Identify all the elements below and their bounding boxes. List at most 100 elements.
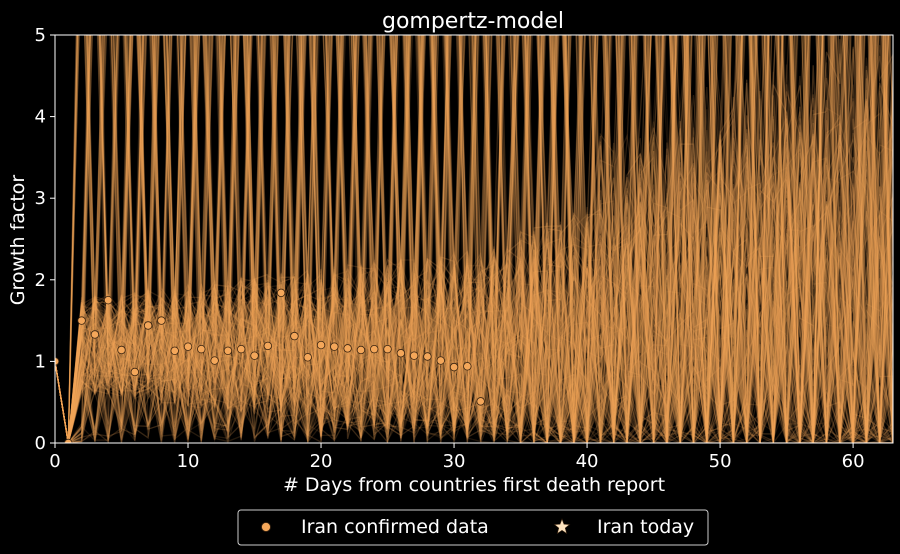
model-line xyxy=(55,35,893,443)
model-line xyxy=(55,35,893,443)
model-line xyxy=(55,35,890,443)
data-point xyxy=(330,342,339,351)
model-line xyxy=(55,35,893,443)
model-line xyxy=(55,35,893,443)
model-line xyxy=(55,35,893,443)
data-point xyxy=(356,345,366,355)
data-point xyxy=(157,316,166,325)
data-point xyxy=(396,349,406,358)
plot-frame xyxy=(54,34,894,444)
model-line xyxy=(55,35,893,443)
model-line xyxy=(55,35,893,443)
model-line xyxy=(55,35,893,443)
model-line xyxy=(55,35,893,443)
data-point xyxy=(170,346,179,355)
data-point xyxy=(290,331,299,341)
model-line xyxy=(55,35,893,443)
model-line xyxy=(55,35,893,443)
data-point xyxy=(276,288,286,298)
model-line xyxy=(55,35,890,443)
model-line xyxy=(55,35,893,443)
data-point xyxy=(197,344,206,354)
model-line xyxy=(55,35,893,443)
model-line xyxy=(55,35,872,443)
model-line xyxy=(55,35,893,443)
model-line xyxy=(55,35,893,443)
y-tick-label: 5 xyxy=(35,25,46,46)
x-tick-label: 40 xyxy=(576,451,599,472)
model-line xyxy=(55,35,893,443)
model-line xyxy=(55,35,893,443)
model-line xyxy=(55,35,893,443)
model-line xyxy=(55,35,893,443)
y-tick-label: 3 xyxy=(35,188,46,209)
data-point xyxy=(77,316,86,325)
model-line xyxy=(55,35,893,443)
model-line xyxy=(55,35,893,443)
data-point xyxy=(237,344,246,354)
model-line xyxy=(55,35,893,443)
model-line xyxy=(55,35,893,443)
chart-title: gompertz-model xyxy=(382,9,564,34)
model-line xyxy=(55,35,893,443)
model-line xyxy=(55,35,893,443)
data-point xyxy=(476,397,485,406)
model-line xyxy=(55,35,889,443)
data-point xyxy=(223,346,233,355)
model-line xyxy=(55,35,893,443)
data-point xyxy=(183,342,193,351)
model-line xyxy=(55,35,879,443)
model-line xyxy=(55,35,887,443)
model-line xyxy=(55,35,893,443)
model-line xyxy=(55,35,893,443)
model-line xyxy=(55,35,893,443)
model-simulation-lines xyxy=(55,35,893,443)
model-line xyxy=(55,35,893,443)
model-line xyxy=(55,35,893,443)
model-line xyxy=(55,35,893,443)
model-line xyxy=(55,35,893,443)
model-line xyxy=(55,35,893,443)
model-line xyxy=(55,35,889,443)
legend-label-confirmed: Iran confirmed data xyxy=(301,516,489,538)
model-line xyxy=(55,35,893,443)
data-point xyxy=(250,351,259,360)
model-line xyxy=(55,35,893,443)
model-line xyxy=(55,35,893,443)
model-line xyxy=(55,35,893,443)
data-point xyxy=(449,362,459,372)
model-line xyxy=(55,35,893,443)
model-line xyxy=(55,35,893,443)
model-line xyxy=(55,35,887,443)
data-point xyxy=(436,356,445,365)
model-line xyxy=(55,35,889,443)
y-tick-label: 0 xyxy=(35,433,46,454)
model-line xyxy=(55,35,893,443)
model-line xyxy=(55,35,893,443)
data-point xyxy=(463,362,472,371)
model-line xyxy=(55,35,893,443)
model-line xyxy=(55,35,893,443)
model-line xyxy=(55,35,893,443)
model-line xyxy=(55,35,893,443)
model-line xyxy=(55,35,893,443)
model-line xyxy=(55,35,893,443)
model-line xyxy=(55,35,893,443)
model-line xyxy=(55,35,893,443)
model-line xyxy=(55,35,893,443)
model-line xyxy=(55,35,893,443)
model-line xyxy=(55,35,893,443)
model-line xyxy=(55,35,893,443)
model-line xyxy=(55,35,893,443)
model-line xyxy=(55,35,893,443)
data-point xyxy=(370,344,379,354)
model-line xyxy=(55,35,893,443)
model-line xyxy=(55,35,893,443)
model-line xyxy=(55,35,893,443)
model-line xyxy=(55,35,893,443)
model-line xyxy=(55,35,886,443)
model-line xyxy=(55,35,893,443)
model-line xyxy=(55,35,893,443)
legend-marker-confirmed xyxy=(261,522,271,532)
